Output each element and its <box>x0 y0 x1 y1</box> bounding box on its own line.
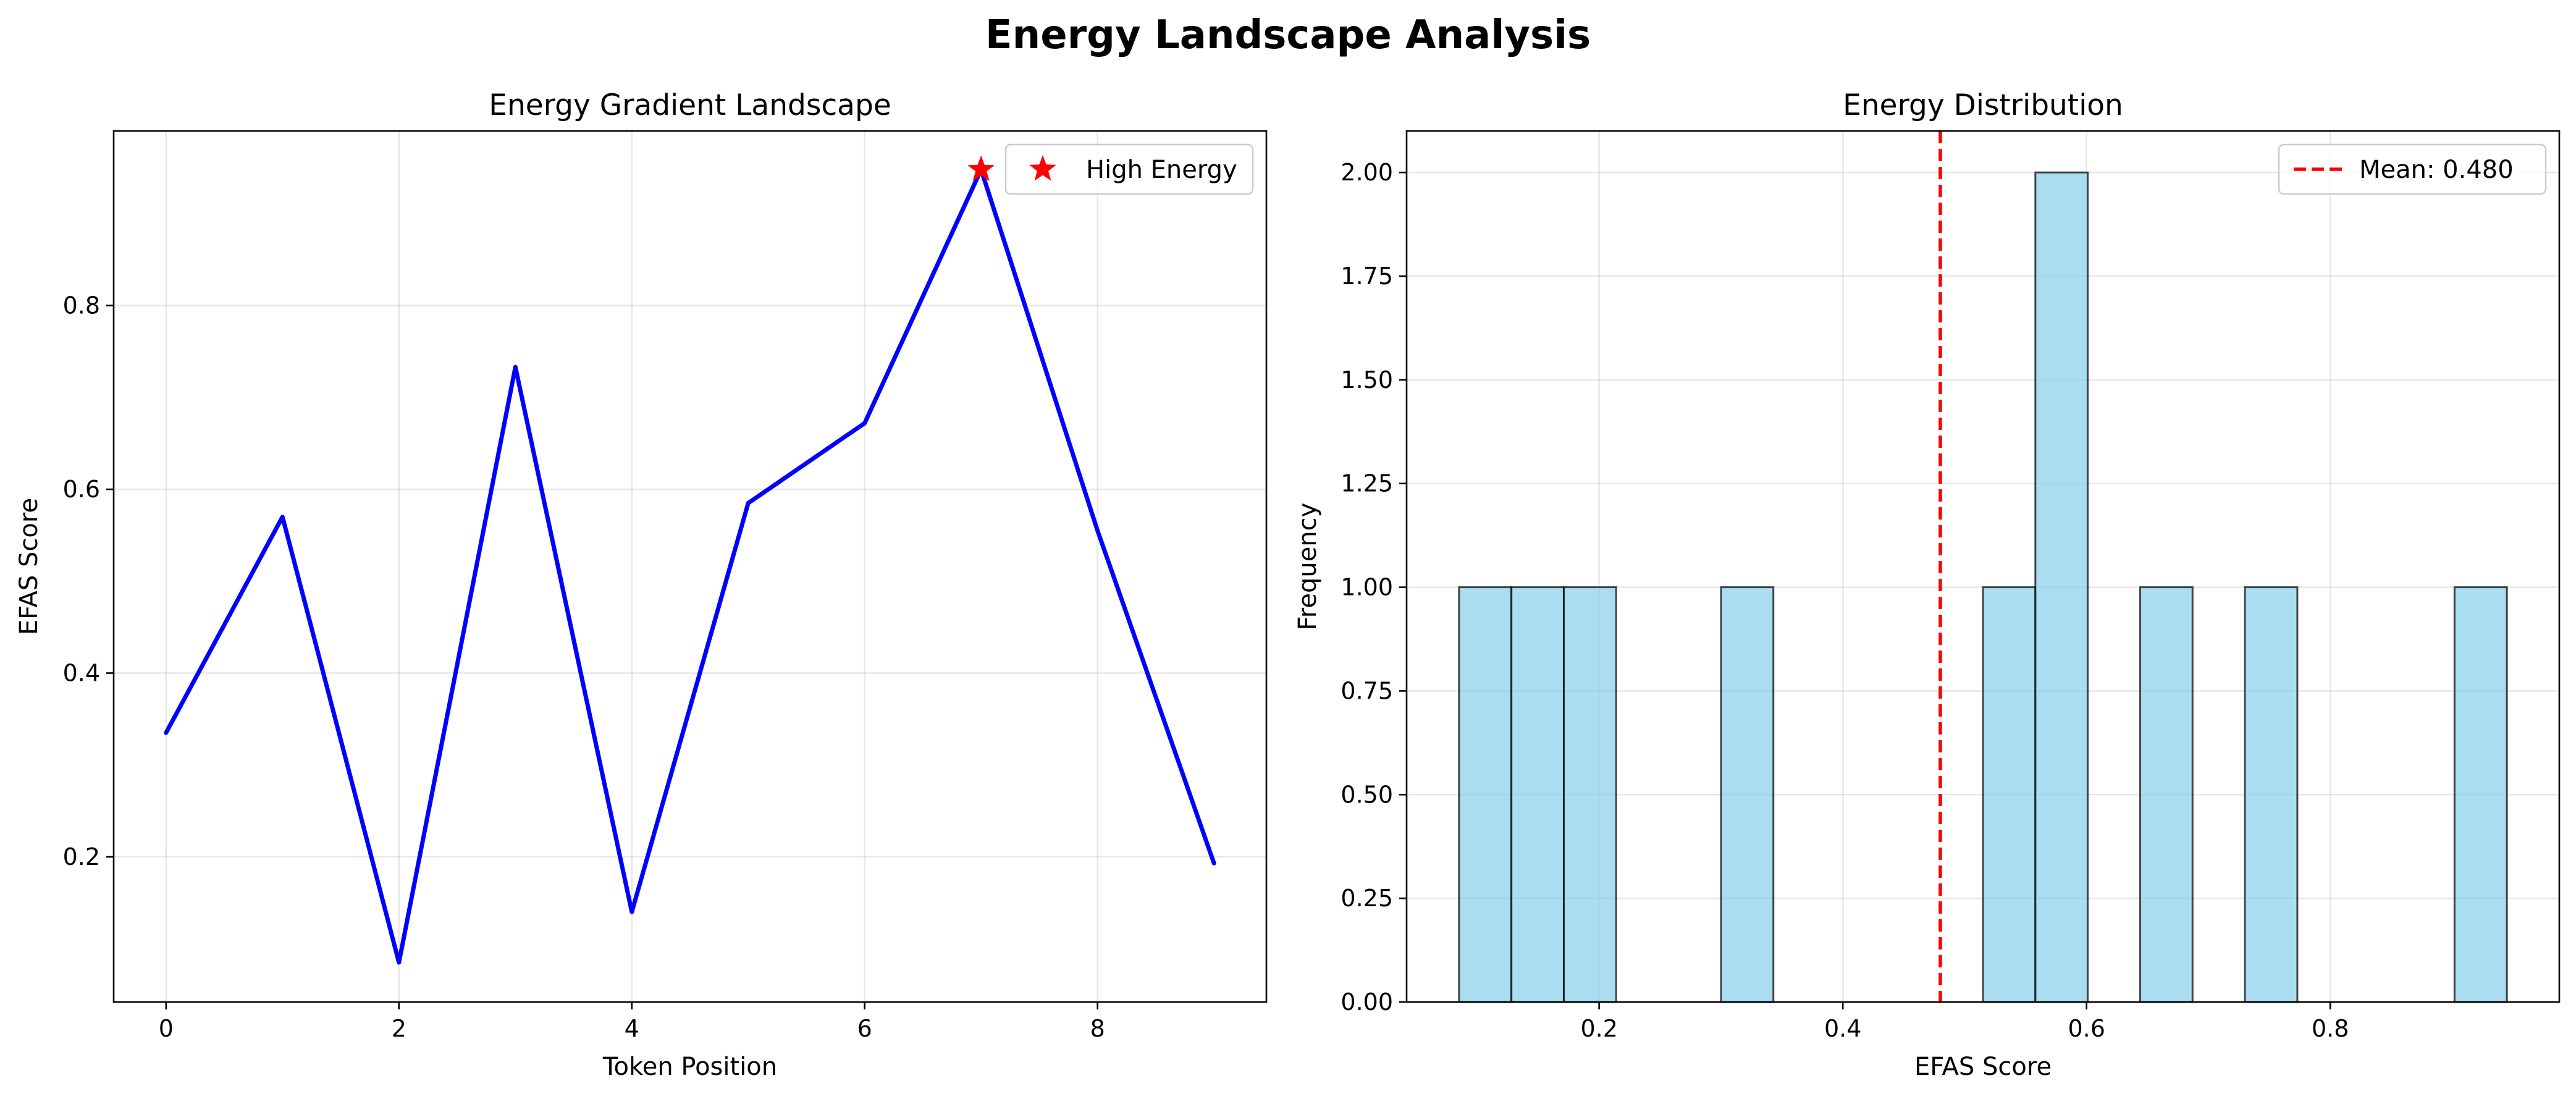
right-x-axis-label: EFAS Score <box>1914 1053 2052 1081</box>
right-legend-label: Mean: 0.480 <box>2359 156 2514 184</box>
left-y-tick-label-0: 0.2 <box>63 843 100 870</box>
right-y-tick-label-2: 0.50 <box>1341 781 1393 808</box>
left-y-tick-label-1: 0.4 <box>63 660 100 687</box>
right-x-tick-label-0: 0.2 <box>1580 1015 1617 1042</box>
right-y-tick-label-6: 1.50 <box>1341 366 1393 394</box>
histogram-bar-6 <box>2139 586 2194 1003</box>
left-legend: High Energy <box>1004 143 1254 195</box>
left-legend-label: High Energy <box>1086 156 1237 184</box>
right-plot-title: Energy Distribution <box>1843 88 2123 122</box>
right-x-tick-label-2: 0.6 <box>2068 1015 2105 1042</box>
efas-score-line <box>164 167 1216 965</box>
left-legend-box <box>1004 143 1254 195</box>
right-y-tick-label-5: 1.25 <box>1341 470 1393 497</box>
right-axes-frame <box>1405 130 2561 1003</box>
right-legend-box <box>2278 143 2547 195</box>
high-energy-star-marker <box>967 155 995 182</box>
left-y-tick-label-2: 0.6 <box>63 476 100 503</box>
left-x-tick-label-3: 6 <box>857 1015 872 1042</box>
left-x-tick-label-2: 4 <box>625 1015 639 1042</box>
right-x-tick-label-1: 0.4 <box>1824 1015 1861 1042</box>
left-x-tick-label-4: 8 <box>1090 1015 1105 1042</box>
right-y-tick-label-0: 0.00 <box>1341 988 1393 1016</box>
right-x-tick-label-3: 0.8 <box>2312 1015 2349 1042</box>
right-y-tick-label-8: 2.00 <box>1341 159 1393 186</box>
histogram-bar-8 <box>2453 586 2508 1003</box>
right-y-axis-label: Frequency <box>1294 503 1322 631</box>
figure-title: Energy Landscape Analysis <box>985 12 1591 58</box>
energy-gradient-landscape-plot: Energy Gradient Landscape Token Position… <box>15 88 1268 1081</box>
histogram-bar-7 <box>2244 586 2299 1003</box>
right-y-tick-label-4: 1.00 <box>1341 574 1393 601</box>
histogram-bar-5 <box>2034 171 2089 1003</box>
histogram-bar-4 <box>1982 586 2037 1003</box>
histogram-bar-3 <box>1720 586 1775 1003</box>
histogram-bar-2 <box>1562 586 1617 1003</box>
right-y-tick-label-7: 1.75 <box>1341 263 1393 290</box>
left-x-tick-label-0: 0 <box>159 1015 174 1042</box>
left-plot-title: Energy Gradient Landscape <box>489 88 891 122</box>
right-y-tick-label-3: 0.75 <box>1341 677 1393 704</box>
left-axes-frame <box>112 130 1268 1003</box>
right-y-tick-label-1: 0.25 <box>1341 885 1393 912</box>
right-legend: Mean: 0.480 <box>2278 143 2547 195</box>
left-y-axis-label: EFAS Score <box>15 498 43 635</box>
histogram-bar-1 <box>1510 586 1565 1003</box>
histogram-bar-0 <box>1458 586 1513 1003</box>
energy-distribution-plot: Energy Distribution EFAS Score Frequency… <box>1294 88 2561 1081</box>
left-x-axis-label: Token Position <box>602 1053 777 1081</box>
left-y-tick-label-3: 0.8 <box>63 292 100 319</box>
legend-star-icon <box>1029 155 1056 181</box>
left-x-tick-label-1: 2 <box>392 1015 406 1042</box>
